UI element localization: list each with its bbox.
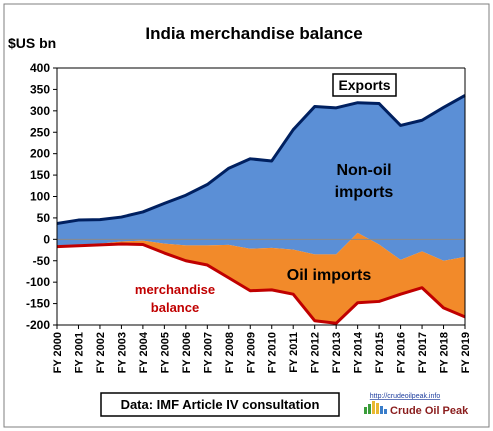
x-tick-label: FY 2015 xyxy=(374,332,386,373)
area-layers xyxy=(57,95,465,324)
y-tick-label: -150 xyxy=(26,297,50,311)
y-tick-label: 50 xyxy=(37,211,51,225)
y-tick-label: -200 xyxy=(26,318,50,332)
y-tick-label: -50 xyxy=(33,254,51,268)
y-tick-label: 0 xyxy=(43,232,50,246)
y-tick-label: 300 xyxy=(30,104,50,118)
exports-line xyxy=(56,94,466,225)
y-tick-label: 400 xyxy=(30,61,50,75)
x-tick-label: FY 2017 xyxy=(417,332,429,373)
logo-bar-3 xyxy=(372,401,375,414)
x-axis-ticks: FY 2000 FY 2001 FY 2002 FY 2003 FY 2004 FY 20… xyxy=(52,325,472,373)
x-tick-label: FY 2010 xyxy=(267,332,279,373)
y-tick-label: 250 xyxy=(30,125,50,139)
x-tick-label: FY 2019 xyxy=(460,332,472,373)
x-tick-label: FY 2011 xyxy=(288,332,300,373)
oil-imports-label: Oil imports xyxy=(287,267,372,284)
balance-label-box xyxy=(126,278,224,318)
y-tick-label: 350 xyxy=(30,82,50,96)
exports-label-box xyxy=(332,73,397,97)
y-tick-label: 150 xyxy=(30,168,50,182)
x-tick-label: FY 2004 xyxy=(138,331,150,373)
crude-oil-peak-logo: http://crudeoilpeak.info Crude Oil Peak xyxy=(364,393,469,417)
chart-border xyxy=(3,3,490,428)
x-tick-label: FY 2008 xyxy=(224,332,236,373)
y-axis-unit: $US bn xyxy=(8,35,56,51)
non-oil-imports-area xyxy=(57,95,465,261)
exports-label: Exports xyxy=(338,77,390,93)
series-lines xyxy=(56,94,466,325)
x-tick-label: FY 2005 xyxy=(159,332,171,373)
x-tick-label: FY 2002 xyxy=(95,332,107,373)
x-tick-label: FY 2018 xyxy=(439,332,451,373)
y-tick-label: 100 xyxy=(30,190,50,204)
x-tick-label: FY 2007 xyxy=(202,332,214,373)
source-box xyxy=(100,392,340,417)
y-tick-label: -100 xyxy=(26,275,50,289)
non-oil-imports-label-line1: Non-oil xyxy=(336,162,391,179)
balance-label-line1: merchandise xyxy=(135,282,215,297)
logo-bar-2 xyxy=(368,404,371,414)
merchandise-balance-line xyxy=(56,242,466,325)
chart-title: India merchandise balance xyxy=(145,24,362,43)
logo-bar-6 xyxy=(384,409,387,414)
logo-url: http://crudeoilpeak.info xyxy=(370,393,441,400)
x-tick-label: FY 2001 xyxy=(73,332,85,373)
logo-bar-5 xyxy=(380,406,383,414)
source-note: Data: IMF Article IV consultation xyxy=(121,397,320,412)
logo-bar-4 xyxy=(376,403,379,414)
logo-name: Crude Oil Peak xyxy=(390,405,469,417)
x-tick-label: FY 2013 xyxy=(331,332,343,373)
x-tick-label: FY 2009 xyxy=(245,332,257,373)
y-tick-label: 200 xyxy=(30,147,50,161)
x-tick-label: FY 2000 xyxy=(52,332,64,373)
balance-label-line2: balance xyxy=(151,300,199,315)
x-tick-label: FY 2014 xyxy=(353,331,365,373)
x-tick-label: FY 2003 xyxy=(116,332,128,373)
non-oil-imports-label-line2: imports xyxy=(335,184,394,201)
x-tick-label: FY 2016 xyxy=(396,332,408,373)
x-tick-label: FY 2006 xyxy=(181,332,193,373)
oil-imports-area xyxy=(57,232,465,324)
x-tick-label: FY 2012 xyxy=(310,332,322,373)
logo-bar-1 xyxy=(364,407,367,414)
y-axis-ticks: 400 350 300 250 200 150 100 50 0 -50 -100 -150 -200 xyxy=(26,61,57,332)
